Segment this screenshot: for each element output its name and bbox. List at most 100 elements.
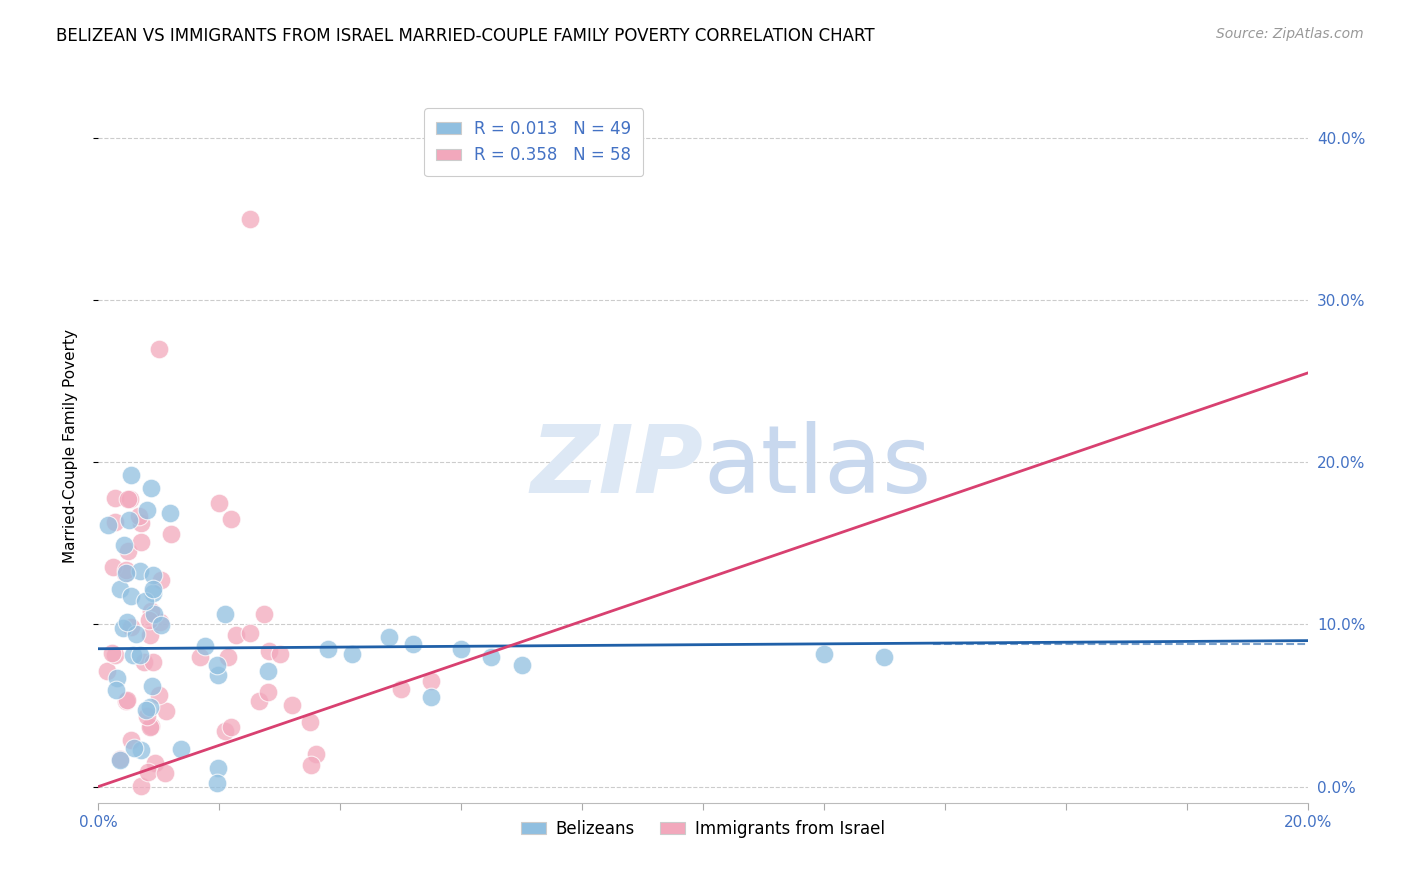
Point: [100, 646, 122, 660]
Point: [129, 743, 152, 757]
Point: [141, 582, 163, 596]
Point: [134, 594, 156, 608]
Point: [131, 779, 153, 793]
Point: [207, 668, 229, 682]
Point: [142, 607, 165, 622]
Point: [188, 650, 211, 665]
Point: [117, 492, 139, 507]
Point: [153, 765, 176, 780]
Point: [105, 671, 128, 685]
Point: [142, 656, 165, 670]
Point: [139, 481, 162, 495]
Point: [148, 688, 170, 702]
Point: [256, 685, 278, 699]
Point: [117, 513, 139, 527]
Point: [148, 342, 170, 356]
Point: [481, 649, 503, 664]
Point: [208, 496, 231, 510]
Point: [120, 732, 142, 747]
Point: [139, 700, 162, 714]
Point: [117, 544, 139, 558]
Point: [207, 657, 229, 672]
Point: [217, 650, 239, 665]
Point: [402, 637, 425, 651]
Point: [219, 720, 242, 734]
Point: [129, 534, 152, 549]
Point: [149, 615, 172, 629]
Point: [128, 564, 150, 578]
Point: [138, 614, 160, 628]
Point: [122, 741, 145, 756]
Point: [120, 467, 142, 482]
Text: atlas: atlas: [703, 421, 931, 514]
Point: [342, 647, 364, 661]
Point: [510, 657, 533, 672]
Point: [269, 648, 291, 662]
Point: [138, 765, 160, 780]
Point: [105, 683, 128, 698]
Point: [103, 648, 125, 662]
Point: [159, 526, 181, 541]
Point: [257, 664, 280, 678]
Point: [121, 648, 143, 663]
Point: [225, 627, 247, 641]
Point: [221, 512, 243, 526]
Point: [139, 720, 162, 734]
Point: [128, 648, 150, 662]
Point: [420, 690, 443, 705]
Point: [239, 211, 262, 226]
Point: [135, 702, 157, 716]
Point: [114, 566, 136, 581]
Point: [420, 674, 443, 689]
Point: [139, 628, 162, 642]
Point: [247, 694, 270, 708]
Point: [377, 631, 399, 645]
Point: [135, 708, 157, 723]
Point: [142, 586, 165, 600]
Point: [155, 705, 177, 719]
Point: [120, 620, 142, 634]
Point: [120, 589, 142, 603]
Point: [117, 693, 139, 707]
Point: [131, 516, 153, 531]
Point: [214, 723, 236, 738]
Legend: Belizeans, Immigrants from Israel: Belizeans, Immigrants from Israel: [515, 814, 891, 845]
Point: [97, 518, 120, 533]
Point: [149, 573, 172, 587]
Point: [104, 491, 127, 505]
Point: [115, 566, 138, 581]
Point: [120, 492, 142, 507]
Point: [141, 604, 163, 618]
Point: [101, 559, 124, 574]
Point: [602, 131, 624, 145]
Point: [873, 649, 896, 664]
Point: [112, 538, 135, 552]
Point: [125, 627, 148, 641]
Point: [450, 641, 472, 656]
Point: [253, 607, 276, 621]
Point: [214, 607, 236, 622]
Point: [299, 714, 322, 729]
Text: Source: ZipAtlas.com: Source: ZipAtlas.com: [1216, 27, 1364, 41]
Point: [117, 615, 139, 630]
Point: [96, 665, 118, 679]
Point: [316, 641, 339, 656]
Point: [159, 506, 181, 520]
Point: [142, 568, 165, 582]
Point: [194, 639, 217, 653]
Point: [135, 502, 157, 516]
Point: [239, 625, 262, 640]
Point: [813, 647, 835, 661]
Point: [108, 753, 131, 767]
Point: [128, 508, 150, 523]
Y-axis label: Married-Couple Family Poverty: Married-Couple Family Poverty: [63, 329, 77, 563]
Point: [170, 741, 193, 756]
Point: [389, 682, 412, 697]
Point: [281, 698, 304, 713]
Point: [207, 761, 229, 775]
Point: [143, 756, 166, 771]
Point: [257, 644, 280, 658]
Point: [132, 655, 155, 669]
Point: [299, 758, 322, 772]
Point: [207, 776, 229, 790]
